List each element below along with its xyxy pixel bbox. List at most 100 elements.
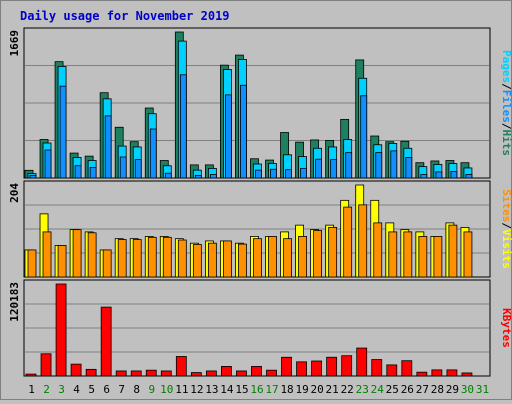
- bar-pages-21: [330, 159, 338, 179]
- bar-pages-19: [300, 167, 307, 179]
- bar-pages-7: [119, 156, 127, 179]
- bar-sites-17: [268, 236, 277, 278]
- day-label-14: 14: [220, 383, 234, 396]
- bar-pages-1: [29, 174, 37, 179]
- bar-sites-30: [463, 231, 473, 278]
- legend-entry-0-4: Hits: [500, 130, 512, 157]
- bar-sites-23: [358, 204, 368, 278]
- bar-kbytes-26: [401, 360, 413, 377]
- bar-pages-15: [240, 84, 247, 179]
- day-label-10: 10: [160, 383, 173, 396]
- bar-kbytes-14: [221, 366, 232, 377]
- bar-sites-15: [238, 243, 247, 278]
- day-label-27: 27: [416, 383, 429, 396]
- bar-pages-12: [194, 174, 202, 179]
- bar-sites-2: [42, 231, 52, 278]
- bar-pages-9: [149, 128, 157, 179]
- bar-kbytes-1: [25, 373, 37, 377]
- bar-pages-28: [435, 171, 443, 179]
- bar-pages-25: [390, 150, 398, 179]
- bar-kbytes-13: [205, 370, 217, 377]
- bar-sites-12: [192, 244, 202, 278]
- day-label-22: 22: [341, 383, 354, 396]
- bar-kbytes-29: [446, 369, 458, 377]
- bar-kbytes-16: [251, 366, 262, 377]
- bar-kbytes-19: [296, 361, 307, 377]
- day-label-17: 17: [265, 383, 278, 396]
- bar-kbytes-4: [70, 363, 82, 377]
- bar-sites-7: [117, 239, 127, 278]
- bar-kbytes-2: [40, 353, 52, 377]
- day-label-13: 13: [205, 383, 218, 396]
- bar-pages-26: [405, 157, 413, 179]
- bar-pages-29: [450, 171, 458, 179]
- bar-kbytes-27: [416, 371, 428, 377]
- day-label-1: 1: [28, 383, 35, 396]
- day-label-29: 29: [446, 383, 459, 396]
- bar-sites-11: [177, 239, 187, 278]
- bar-kbytes-20: [311, 360, 323, 377]
- day-label-26: 26: [401, 383, 414, 396]
- day-label-31: 31: [476, 383, 489, 396]
- day-label-9: 9: [148, 383, 155, 396]
- bar-sites-5: [87, 232, 97, 278]
- bar-kbytes-6: [100, 306, 112, 377]
- bar-kbytes-9: [145, 369, 157, 377]
- legend-entry-1-1: /: [500, 222, 512, 229]
- bar-pages-20: [315, 158, 323, 179]
- bar-pages-27: [420, 174, 428, 179]
- bar-kbytes-21: [326, 356, 338, 377]
- day-label-20: 20: [311, 383, 324, 396]
- day-label-5: 5: [88, 383, 95, 396]
- legend-1: Sites/Visits: [500, 189, 512, 269]
- bar-kbytes-7: [115, 370, 127, 377]
- bar-kbytes-8: [130, 370, 142, 377]
- bar-pages-13: [209, 174, 217, 179]
- bar-sites-20: [313, 230, 323, 278]
- bar-pages-4: [74, 165, 82, 179]
- bar-sites-27: [418, 236, 428, 278]
- bar-kbytes-5: [85, 368, 97, 377]
- bar-pages-22: [345, 152, 353, 179]
- bar-kbytes-15: [236, 370, 247, 377]
- day-label-11: 11: [175, 383, 188, 396]
- bar-sites-19: [298, 236, 307, 278]
- day-label-28: 28: [431, 383, 444, 396]
- bar-kbytes-22: [341, 355, 353, 377]
- bar-sites-3: [57, 245, 67, 278]
- day-label-18: 18: [280, 383, 293, 396]
- bar-sites-16: [253, 238, 262, 278]
- bar-pages-30: [465, 174, 473, 179]
- day-label-3: 3: [58, 383, 65, 396]
- legend-entry-1-0: Sites: [500, 189, 512, 222]
- legend-entry-0-2: Files: [500, 90, 512, 123]
- day-label-4: 4: [73, 383, 80, 396]
- legend-entry-0-1: /: [500, 83, 512, 90]
- bar-kbytes-17: [266, 369, 277, 377]
- day-label-23: 23: [356, 383, 369, 396]
- bar-sites-26: [403, 231, 413, 278]
- day-label-8: 8: [133, 383, 140, 396]
- bar-pages-17: [270, 168, 277, 179]
- bar-kbytes-25: [386, 364, 398, 377]
- bar-sites-13: [207, 242, 217, 278]
- bar-kbytes-11: [175, 356, 187, 377]
- day-label-30: 30: [461, 383, 474, 396]
- bar-sites-29: [448, 224, 458, 278]
- legend-entry-2-0: KBytes: [500, 308, 512, 348]
- bar-sites-10: [162, 236, 172, 278]
- bar-sites-1: [27, 249, 37, 278]
- bar-sites-9: [147, 236, 157, 278]
- bar-kbytes-30: [461, 372, 473, 377]
- bar-sites-14: [223, 240, 232, 278]
- bar-kbytes-12: [190, 372, 202, 377]
- bar-kbytes-24: [371, 359, 383, 377]
- bar-pages-23: [360, 95, 368, 179]
- day-label-15: 15: [235, 383, 248, 396]
- day-label-19: 19: [295, 383, 308, 396]
- day-label-25: 25: [386, 383, 399, 396]
- bar-sites-18: [283, 238, 292, 278]
- bar-sites-28: [433, 236, 443, 278]
- day-label-2: 2: [43, 383, 50, 396]
- legend-entry-0-3: /: [500, 123, 512, 130]
